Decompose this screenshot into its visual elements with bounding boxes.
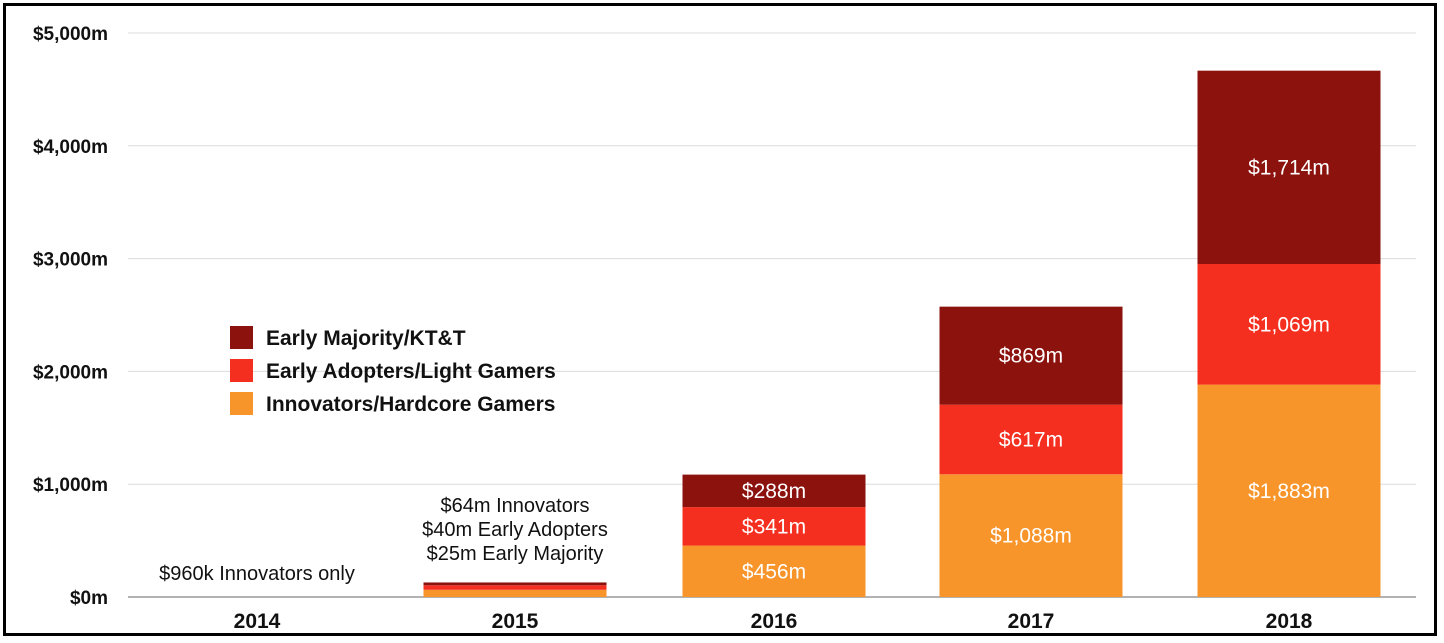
bar-value-label: $1,714m [1248,156,1330,179]
x-axis-categories: 2014 2015 2016 2017 2018 [234,610,1313,633]
legend-swatch [230,326,253,349]
bar-segment [682,474,866,508]
bars [423,70,1381,597]
bar-value-label: $617m [999,428,1063,451]
x-category-label: 2017 [1008,610,1055,633]
bar-segment [682,507,866,546]
annotation-text: $960k Innovators only [159,563,355,585]
bar-segment [939,306,1123,405]
legend: Early Majority/KT&T Early Adopters/Light … [230,326,556,416]
data-labels: $456m $341m $288m $1,088m $617m $869m $1,883m $… [742,156,1330,583]
bar-segment [423,589,607,597]
y-tick-label: $0m [70,588,108,609]
bar-value-label: $869m [999,345,1063,368]
legend-label: Early Majority/KT&T [266,327,466,350]
legend-label: Innovators/Hardcore Gamers [266,393,555,416]
bar-segment [1197,70,1381,265]
bar-segment [682,545,866,597]
chart-frame: $0m $1,000m $2,000m $3,000m $4,000m $5,000m $… [3,3,1437,636]
legend-swatch [230,392,253,415]
bar-value-label: $456m [742,560,806,583]
y-tick-label: $5,000m [33,24,108,45]
annotation-text: $40m Early Adopters [422,519,608,541]
bar-segment [423,582,607,586]
y-tick-label: $2,000m [33,362,108,383]
x-category-label: 2014 [234,610,281,633]
bar-segment [1197,384,1381,597]
bar-segment [939,404,1123,475]
x-category-label: 2016 [751,610,798,633]
bar-segment [423,585,607,590]
y-axis-ticks: $0m $1,000m $2,000m $3,000m $4,000m $5,000m [33,24,108,609]
x-category-label: 2018 [1266,610,1313,633]
bar-segment [1197,264,1381,385]
bar-value-label: $288m [742,480,806,503]
bar-value-label: $1,088m [990,525,1072,548]
annotation-text: $25m Early Majority [427,543,604,565]
x-category-label: 2015 [492,610,539,633]
annotations: $960k Innovators only $64m Innovators$40m… [159,495,608,585]
legend-label: Early Adopters/Light Gamers [266,360,556,383]
bar-segment [939,474,1123,597]
stacked-bar-chart: $0m $1,000m $2,000m $3,000m $4,000m $5,000m $… [33,24,1416,633]
bar-value-label: $1,883m [1248,480,1330,503]
y-tick-label: $1,000m [33,475,108,496]
annotation-text: $64m Innovators [441,495,590,517]
y-tick-label: $4,000m [33,137,108,158]
legend-swatch [230,359,253,382]
y-tick-label: $3,000m [33,250,108,271]
bar-value-label: $1,069m [1248,313,1330,336]
bar-value-label: $341m [742,515,806,538]
